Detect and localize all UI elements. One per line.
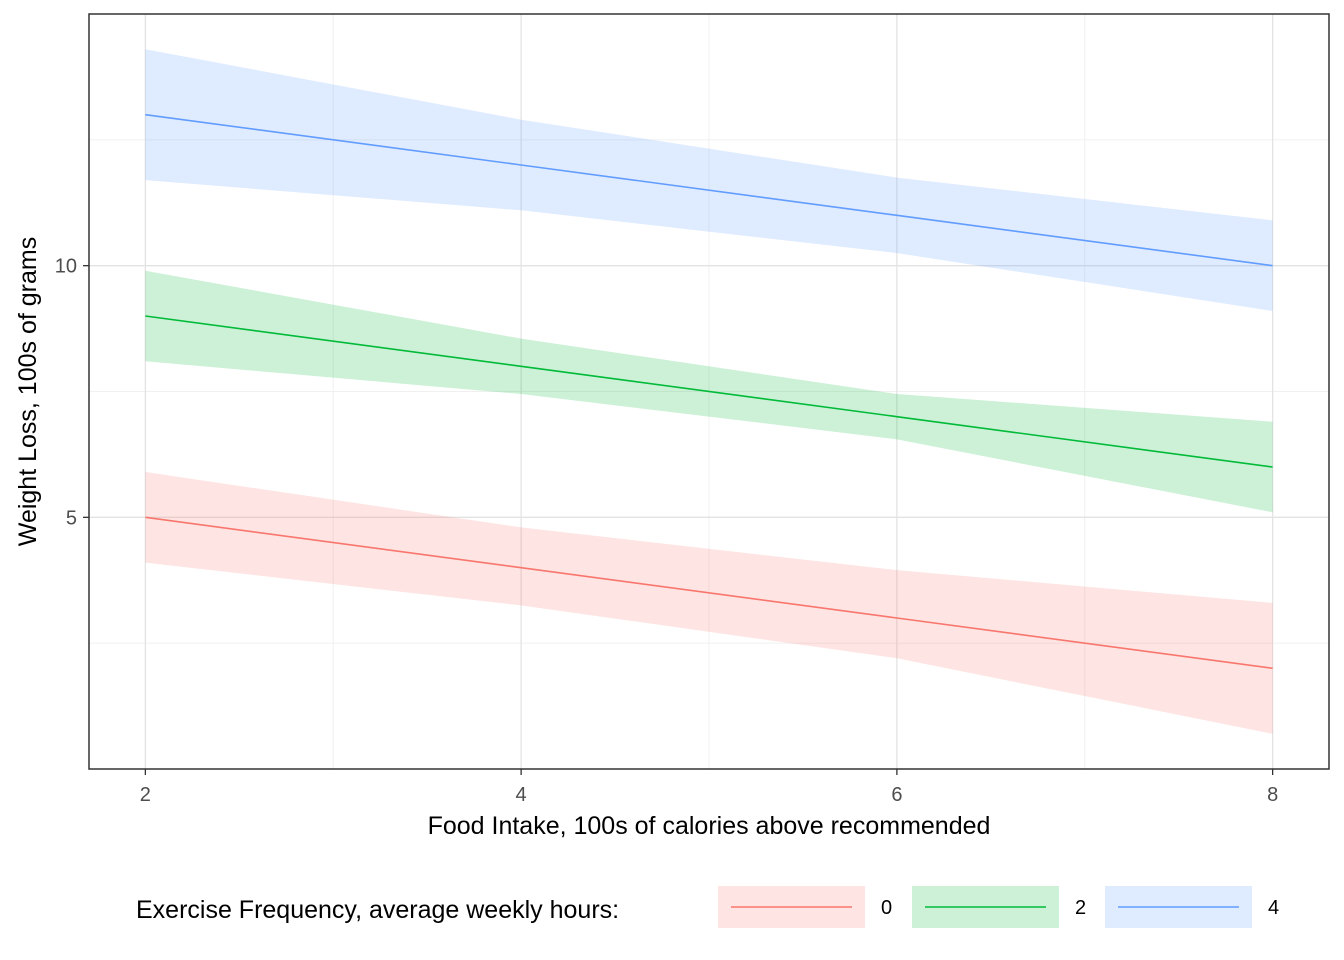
- x-axis: 2 4 6 8: [140, 769, 1278, 806]
- series-line-2: [145, 315, 1273, 468]
- panel-border: [88, 13, 1330, 770]
- legend: Exercise Frequency, average weekly hours…: [136, 886, 1279, 928]
- legend-label-4: 4: [1268, 897, 1279, 919]
- legend-title: Exercise Frequency, average weekly hours…: [136, 896, 619, 924]
- y-axis-title: Weight Loss, 100s of grams: [14, 237, 42, 546]
- series-line-4: [145, 113, 1273, 267]
- x-tick-label: 6: [891, 784, 902, 806]
- x-tick-label: 4: [516, 784, 527, 806]
- gridlines: [89, 14, 1329, 769]
- series-lines: [145, 113, 1273, 670]
- y-axis: 5 10: [55, 256, 89, 529]
- ribbon-0: [145, 472, 1273, 734]
- y-tick-label: 10: [55, 256, 77, 278]
- ribbon-4: [145, 49, 1273, 311]
- legend-label-2: 2: [1075, 897, 1086, 919]
- x-tick-label: 8: [1267, 784, 1278, 806]
- y-tick-label: 5: [66, 507, 77, 529]
- series-line-0: [145, 516, 1273, 670]
- legend-keys: 0 2 4: [718, 886, 1279, 928]
- legend-label-0: 0: [881, 897, 892, 919]
- x-axis-title: Food Intake, 100s of calories above reco…: [428, 812, 991, 840]
- x-tick-label: 2: [140, 784, 151, 806]
- plot-panel: [88, 13, 1330, 770]
